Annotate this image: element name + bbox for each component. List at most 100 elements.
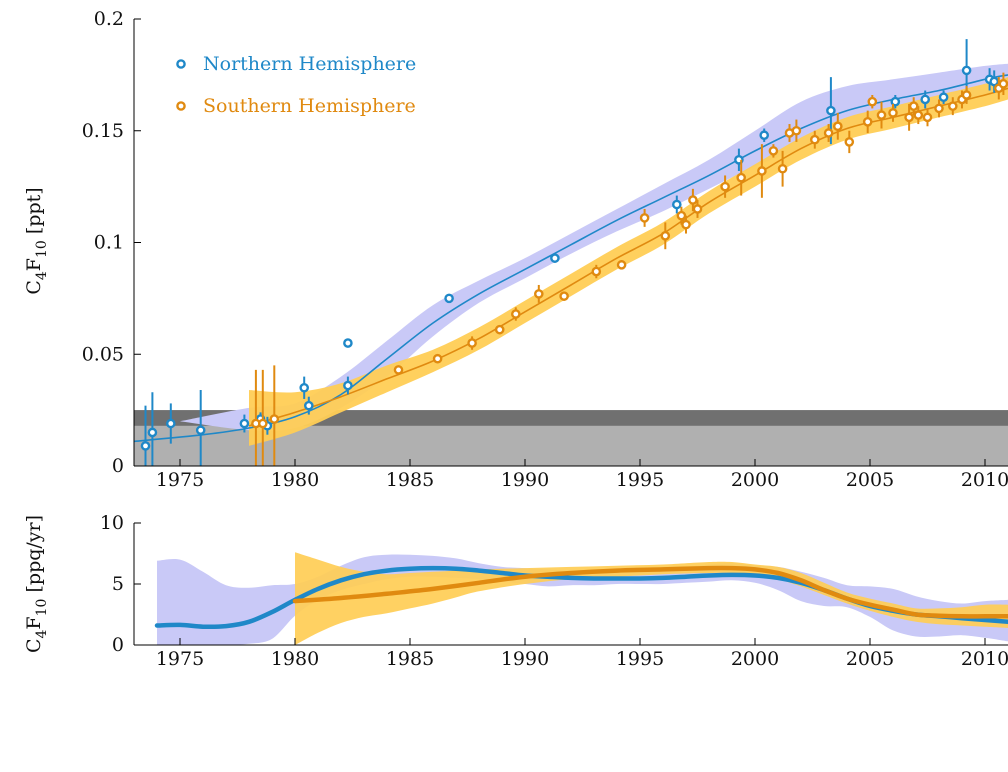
top-x-tick-label: 2000: [731, 469, 779, 491]
data-point-north: [343, 380, 353, 391]
data-point-north: [165, 418, 176, 429]
data-point-south: [791, 125, 802, 136]
data-point-north: [140, 441, 151, 451]
data-point-south: [768, 146, 779, 156]
background-band: [134, 410, 1008, 426]
data-point-north: [147, 427, 158, 438]
data-point-south: [467, 338, 477, 348]
data-point-south: [810, 134, 820, 145]
top-x-tick-label: 1975: [156, 469, 204, 491]
data-point-north: [826, 105, 836, 116]
legend-label-south: Southern Hemisphere: [203, 95, 416, 117]
data-point-south: [688, 195, 698, 205]
data-point-south: [639, 213, 650, 223]
observation-points: [140, 39, 1008, 466]
data-point-south: [876, 110, 887, 120]
top-axes: 1975 1980 1985 1990 1995 2000 2005 2010 0 0.05 0.1…: [82, 8, 1008, 491]
data-point-north: [672, 199, 682, 210]
data-point-north: [550, 253, 560, 263]
top-x-tick-label: 1990: [501, 469, 549, 491]
background-uncertainty-bands: [134, 410, 1008, 466]
data-point-south: [681, 219, 691, 230]
legend-marker-north: [176, 59, 186, 69]
top-y-tick-label: 0.15: [82, 120, 124, 142]
data-point-south: [934, 103, 944, 114]
confidence-band-south: [249, 77, 1008, 446]
data-point-north: [195, 425, 206, 436]
data-point-south: [660, 230, 671, 241]
legend: Northern Hemisphere Southern Hemisphere: [176, 53, 416, 117]
data-point-south: [257, 418, 268, 429]
top-y-tick-label: 0.05: [82, 343, 124, 365]
data-point-south: [692, 204, 703, 214]
mixing-ratio-panel: 1975 1980 1985 1990 1995 2000 2005 2010 0 0.05 0.1…: [23, 8, 1008, 491]
data-point-south: [494, 324, 505, 335]
data-point-north: [938, 92, 949, 103]
data-point-south: [591, 266, 602, 277]
top-y-tick-label: 0.1: [94, 232, 124, 254]
top-y-tick-label: 0.2: [94, 8, 124, 30]
data-point-south: [676, 210, 687, 221]
bottom-x-tick-label: 2010: [961, 648, 1008, 670]
growth-rate-panel: 1975 1980 1985 1990 1995 2000 2005 2010 0 5 10 C4F…: [23, 512, 1008, 670]
data-point-south: [862, 117, 873, 127]
data-point-south: [736, 172, 747, 183]
data-point-south: [534, 289, 544, 299]
data-point-north: [444, 293, 454, 304]
data-point-south: [777, 163, 788, 174]
data-point-north: [303, 400, 314, 411]
data-point-south: [559, 291, 569, 301]
rate-band-south: [295, 552, 1008, 645]
data-point-north: [920, 94, 931, 105]
data-point-north: [961, 65, 972, 76]
bottom-x-tick-label: 2005: [846, 648, 894, 670]
growth-rate-lines: [154, 565, 1008, 630]
fit-line-north: [134, 74, 1008, 443]
bottom-x-tick-label: 1995: [616, 648, 664, 670]
data-point-south: [432, 353, 443, 364]
data-point-south: [922, 112, 933, 123]
bottom-y-axis-label: C4F10 [ppq/yr]: [23, 515, 50, 653]
data-point-south: [616, 260, 627, 270]
data-point-north: [759, 130, 770, 141]
bottom-x-tick-label: 2000: [731, 648, 779, 670]
top-y-axis-label: C4F10 [ppt]: [23, 187, 50, 294]
data-point-south: [904, 112, 914, 123]
bottom-x-tick-label: 1990: [501, 648, 549, 670]
data-point-south: [511, 309, 521, 319]
rate-line-south: [292, 565, 1008, 619]
data-point-north: [299, 382, 310, 393]
data-point-north: [239, 418, 250, 429]
data-point-south: [961, 90, 972, 100]
top-x-tick-label: 2005: [846, 469, 894, 491]
data-point-south: [867, 96, 878, 107]
data-point-north: [890, 96, 901, 107]
data-point-south: [948, 101, 958, 111]
data-point-south: [844, 137, 855, 147]
data-point-south: [393, 365, 404, 375]
data-point-north: [343, 338, 353, 348]
top-x-tick-label: 1980: [271, 469, 319, 491]
bottom-y-tick-label: 0: [112, 634, 124, 656]
legend-label-north: Northern Hemisphere: [203, 53, 416, 75]
fit-lines: [134, 74, 1008, 443]
top-x-tick-label: 1995: [616, 469, 664, 491]
data-point-south: [823, 128, 834, 138]
legend-marker-south: [176, 101, 186, 111]
data-point-south: [998, 79, 1008, 89]
growth-rate-bands: [157, 552, 1008, 645]
bottom-axes: 1975 1980 1985 1990 1995 2000 2005 2010 0 5 10: [100, 512, 1008, 670]
top-x-tick-label: 1985: [386, 469, 434, 491]
top-x-tick-label: 2010: [961, 469, 1008, 491]
data-point-south: [888, 108, 898, 118]
fit-line-south: [248, 87, 1008, 427]
bottom-y-tick-label: 5: [112, 573, 124, 595]
bottom-x-tick-label: 1980: [271, 648, 319, 670]
data-point-south: [833, 121, 843, 132]
top-y-tick-label: 0: [112, 455, 124, 477]
bottom-y-tick-label: 10: [100, 512, 124, 534]
data-point-south: [757, 166, 767, 176]
bottom-x-tick-label: 1975: [156, 648, 204, 670]
data-point-south: [913, 110, 924, 120]
